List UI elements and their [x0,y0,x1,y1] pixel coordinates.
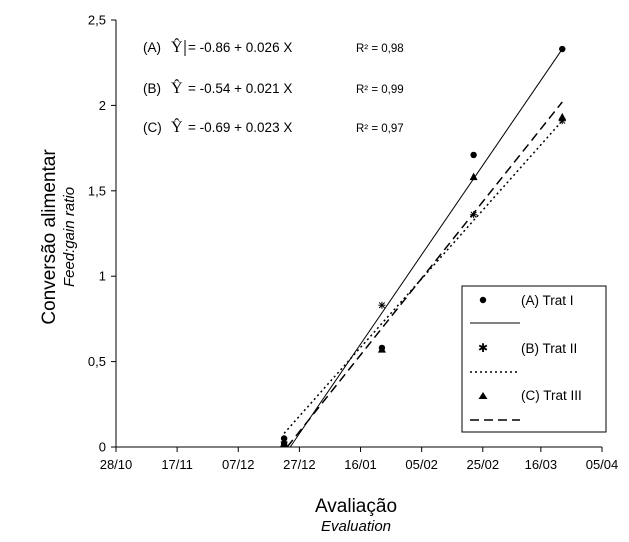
equation-a: (A) Ŷ = -0.86 + 0.026 X R² = 0,98 [143,37,404,56]
equation-b-formula: = -0.54 + 0.021 X [188,81,292,96]
x-tick-label: 17/11 [161,457,193,472]
x-tick-label: 16/03 [525,457,558,472]
equation-c-hat: Ŷ [171,117,183,136]
equation-c-r2: R² = 0,97 [356,123,404,135]
legend-label-b: (B) Trat II [521,341,577,356]
legend-box [461,285,607,433]
equation-b-hat: Ŷ [171,78,183,97]
data-markers [280,45,567,447]
x-tick-label: 27/12 [283,457,316,472]
y-ticks: 0 0,5 1 1,5 2 2,5 [88,13,116,455]
equation-a-label: (A) [143,40,161,55]
data-point-trat-i [559,45,566,53]
x-tick-label: 05/04 [586,457,619,472]
x-tick-label: 16/01 [344,457,377,472]
x-axis-subtitle: Evaluation [321,518,391,535]
legend-label-a: (A) Trat I [521,293,574,308]
equation-b-label: (B) [143,81,161,96]
legend: (A) Trat I ✱ (B) Trat II (C) Trat III [461,285,607,433]
y-tick-label: 1 [99,269,106,284]
y-axis-title: Conversão alimentar [39,149,60,325]
legend-label-c: (C) Trat III [521,388,582,403]
x-ticks: 28/10 17/11 07/12 27/12 16/01 05/02 25/02 16/03… [100,447,619,472]
legend-marker-a [479,296,487,304]
data-point-trat-iii [469,172,478,181]
y-tick-label: 2,5 [88,13,106,28]
equation-a-formula: = -0.86 + 0.026 X [188,40,292,55]
legend-marker-b: ✱ [478,341,488,355]
equation-b: (B) Ŷ = -0.54 + 0.021 X R² = 0,99 [143,78,404,97]
data-point-trat-i [470,151,477,159]
equation-a-r2: R² = 0,98 [356,43,404,55]
equation-c-formula: = -0.69 + 0.023 X [188,120,292,135]
regression-lines [283,48,563,448]
equation-c-label: (C) [143,120,162,135]
data-point-trat-ii [378,301,386,309]
y-tick-label: 0,5 [88,354,106,369]
x-axis-title: Avaliação [315,496,397,517]
equation-a-hat: Ŷ [171,37,183,56]
equation-b-r2: R² = 0,99 [356,84,404,96]
y-tick-label: 2 [99,98,106,113]
y-tick-label: 1,5 [88,183,106,198]
data-point-trat-ii [470,211,478,219]
x-tick-label: 25/02 [467,457,500,472]
data-point-trat-iii [558,112,567,121]
fit-line-c [286,101,563,448]
x-tick-label: 05/02 [405,457,438,472]
fit-line-a [289,48,563,448]
y-axis-subtitle: Feed:gain ratio [61,187,78,287]
x-tick-label: 28/10 [100,457,133,472]
data-point-trat-iii [377,345,386,353]
data-point-trat-iii [280,439,289,447]
y-tick-label: 0 [99,440,106,455]
x-tick-label: 07/12 [222,457,255,472]
equation-c: (C) Ŷ = -0.69 + 0.023 X R² = 0,97 [143,117,404,136]
legend-marker-c [478,392,488,399]
